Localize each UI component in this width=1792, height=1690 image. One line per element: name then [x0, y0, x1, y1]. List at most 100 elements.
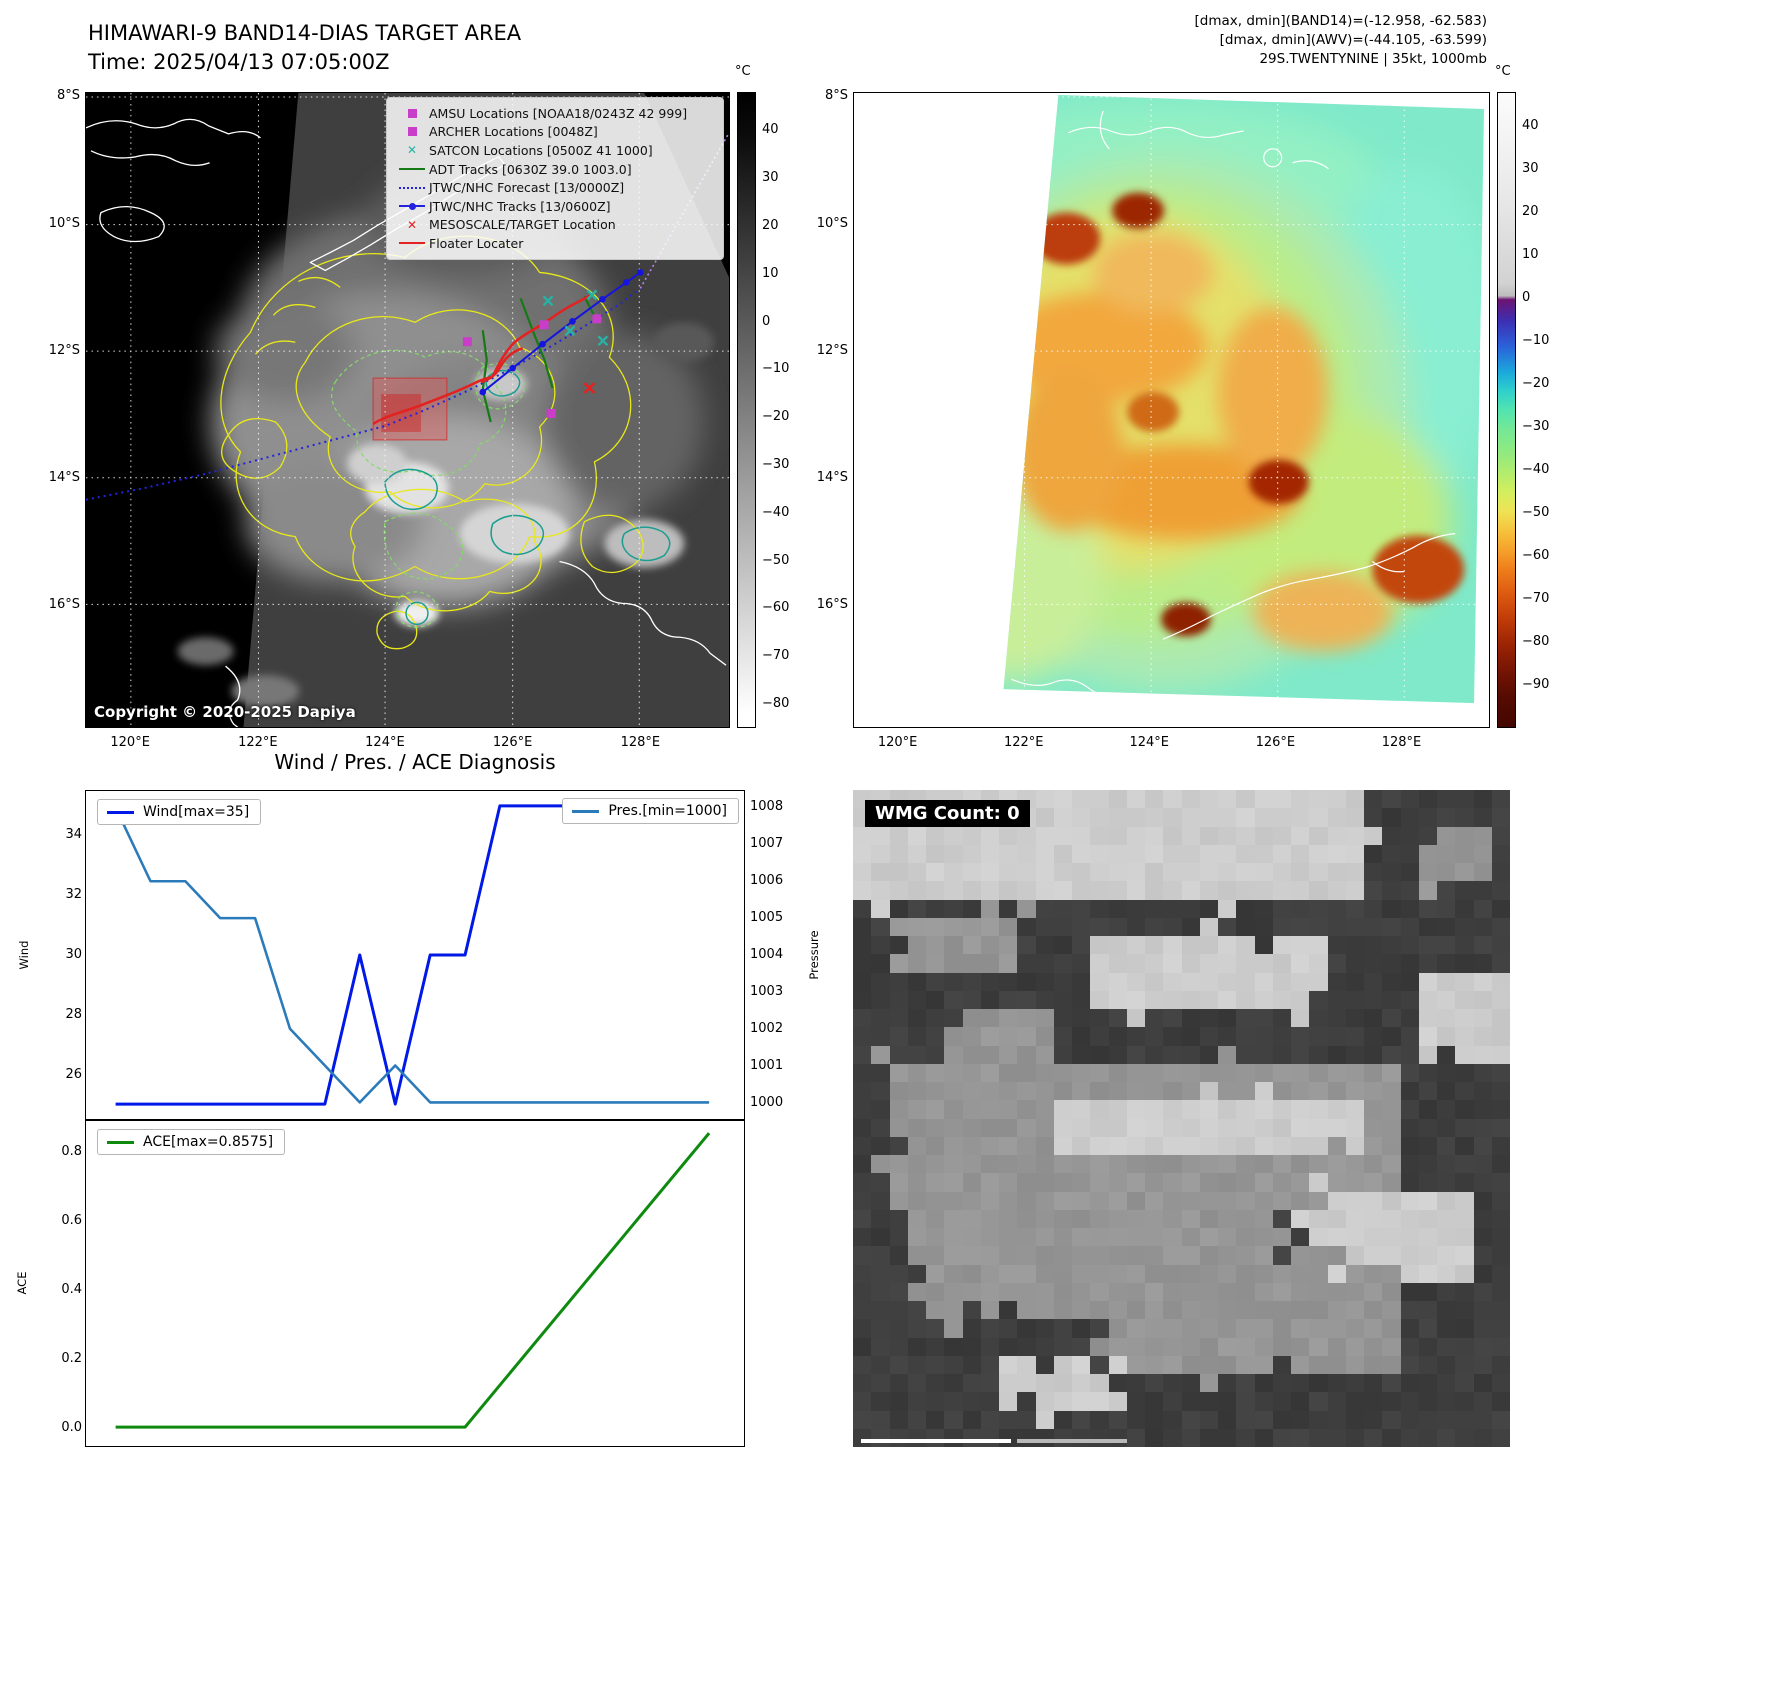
ace-axis-label: ACE: [15, 1271, 29, 1295]
axis-tick-label: 1007: [750, 835, 784, 851]
legend-item-label: JTWC/NHC Tracks [13/0600Z]: [429, 198, 611, 214]
Pres.[min=1000]-line: [114, 807, 710, 1104]
square-icon: [407, 108, 417, 118]
ir-lon-axis: 120°E 122°E 124°E 126°E 128°E: [85, 733, 730, 753]
dotted-line-legend-marker: [395, 186, 429, 189]
diagnosis-title: Wind / Pres. / ACE Diagnosis: [274, 750, 556, 774]
legend-item: ADT Tracks [0630Z 39.0 1003.0]: [395, 160, 715, 179]
line-marker-legend-marker: [395, 203, 429, 211]
legend-item-label: JTWC/NHC Forecast [13/0000Z]: [429, 180, 625, 196]
lon-tick-label: 120°E: [877, 735, 918, 750]
legend-item-label: MESOSCALE/TARGET Location: [429, 217, 616, 233]
colorbar-tick-label: −20: [1522, 376, 1550, 392]
wmg-pixel-grid: [853, 790, 1510, 1447]
legend-item: Floater Locater: [395, 234, 715, 253]
legend-item: AMSU Locations [NOAA18/0243Z 42 999]: [395, 104, 715, 123]
colorbar-tick-label: −30: [1522, 419, 1550, 435]
dotted-line-icon: [399, 186, 425, 189]
colorbar-tick-label: −40: [762, 504, 790, 520]
axis-tick-label: 1003: [750, 984, 784, 1000]
wmg-count-label: WMG Count: 0: [865, 800, 1030, 827]
ir-colorbar-unit: °C: [735, 64, 751, 79]
colorbar-tick-label: 40: [1522, 118, 1539, 134]
legend-item: ✕ MESOSCALE/TARGET Location: [395, 216, 715, 235]
legend-item: ARCHER Locations [0048Z]: [395, 123, 715, 142]
lon-tick-label: 126°E: [492, 735, 533, 750]
copyright: Copyright © 2020-2025 Dapiya: [94, 703, 356, 721]
colorbar-tick-label: −40: [1522, 462, 1550, 478]
ir-lat-axis: 8°S 10°S 12°S 14°S 16°S: [38, 88, 80, 728]
pressure-axis-label: Pressure: [807, 930, 821, 980]
amsu-archer-markers: [462, 314, 602, 418]
ace-axis-ticks: 0.0 0.2 0.4 0.6 0.8: [40, 1120, 82, 1447]
lon-tick-label: 128°E: [620, 735, 661, 750]
axis-tick-label: 32: [65, 887, 82, 902]
axis-tick-label: 0.2: [61, 1351, 82, 1367]
ir-panel-title: HIMAWARI-9 BAND14-DIAS TARGET AREA: [88, 21, 522, 45]
ace-plot: [115, 1132, 711, 1429]
x-legend-marker: ✕: [395, 219, 429, 231]
ace-legend-label: ACE[max=0.8575]: [143, 1134, 274, 1150]
x-icon: ✕: [406, 143, 418, 158]
satcon-markers: [542, 289, 609, 347]
lon-tick-label: 122°E: [1003, 735, 1044, 750]
awv-satellite-map: [853, 92, 1490, 728]
axis-tick-label: 0.8: [61, 1144, 82, 1160]
colorbar-tick-label: −50: [762, 552, 790, 568]
axis-tick-label: 1002: [750, 1021, 784, 1037]
storm-id-line: 29S.TWENTYNINE | 35kt, 1000mb: [1259, 51, 1487, 67]
colorbar-tick-label: 20: [1522, 204, 1539, 220]
axis-tick-label: 26: [65, 1067, 82, 1082]
wind-legend: Wind[max=35]: [97, 799, 262, 825]
ir-contours-teal: [384, 369, 671, 626]
ace-legend-swatch: [107, 1140, 134, 1144]
pressure-legend-label: Pres.[min=1000]: [608, 803, 727, 819]
axis-tick-label: 0.0: [61, 1420, 82, 1436]
wmg-scale-bar: [861, 1439, 1011, 1443]
legend-item: JTWC/NHC Forecast [13/0000Z]: [395, 178, 715, 197]
awv-colorbar-unit: °C: [1495, 64, 1511, 79]
colorbar-tick-label: 30: [762, 170, 779, 186]
lat-tick-label: 8°S: [56, 88, 80, 104]
colorbar-tick-label: 20: [762, 217, 779, 233]
lat-tick-label: 16°S: [48, 597, 80, 613]
legend-item-label: Floater Locater: [429, 235, 524, 251]
ir-colorbar-ticks: 40 30 20 10 0 −10 −20 −30 −40 −50 −60 −70 −80: [762, 92, 808, 728]
pressure-legend: Pres.[min=1000]: [562, 798, 739, 824]
awv-header-line1: [dmax, dmin](BAND14)=(-12.958, -62.583): [1194, 13, 1487, 29]
colorbar-tick-label: 10: [1522, 247, 1539, 263]
awv-colorbar-ticks: 40 30 20 10 0 −10 −20 −30 −40 −50 −60 −70 −80 −90: [1522, 92, 1568, 728]
axis-tick-label: 0.4: [61, 1282, 82, 1298]
colorbar-tick-label: 30: [1522, 161, 1539, 177]
ace-chart: ACE[max=0.8575]: [85, 1120, 745, 1447]
lon-tick-label: 124°E: [1129, 735, 1169, 750]
lon-tick-label: 128°E: [1381, 735, 1422, 750]
line-legend-marker: [395, 168, 429, 171]
ir-satellite-map: AMSU Locations [NOAA18/0243Z 42 999] ARCH…: [85, 92, 730, 728]
awv-header: [dmax, dmin](BAND14)=(-12.958, -62.583) …: [900, 12, 1487, 69]
axis-tick-label: 1001: [750, 1058, 784, 1074]
lat-tick-label: 8°S: [824, 88, 848, 104]
colorbar-tick-label: −80: [762, 696, 790, 712]
colorbar-tick-label: −20: [762, 409, 790, 425]
square-legend-marker: [395, 127, 429, 137]
wind-axis-ticks: 26 28 30 32 34: [40, 790, 82, 1120]
square-legend-marker: [395, 108, 429, 118]
wind-pressure-chart: Wind[max=35] Pres.[min=1000]: [85, 790, 745, 1120]
awv-coastlines: [1011, 110, 1456, 697]
colorbar-tick-label: −60: [1522, 548, 1550, 564]
axis-tick-label: 1000: [750, 1095, 784, 1111]
lat-tick-label: 12°S: [48, 342, 80, 358]
lat-tick-label: 16°S: [816, 597, 848, 613]
pressure-legend-swatch: [572, 809, 600, 813]
axis-tick-label: 1008: [750, 798, 784, 814]
colorbar-tick-label: −50: [1522, 505, 1550, 521]
square-icon: [407, 127, 417, 137]
lat-tick-label: 10°S: [816, 215, 848, 231]
pressure-axis-ticks: 1000 1001 1002 1003 1004 1005 1006 1007 1008: [750, 790, 796, 1120]
axis-tick-label: 1006: [750, 872, 784, 888]
mesoscale-target-marker: [583, 382, 596, 394]
colorbar-tick-label: 0: [1522, 290, 1531, 306]
floater-track: [372, 294, 592, 426]
colorbar-tick-label: −90: [1522, 677, 1550, 693]
